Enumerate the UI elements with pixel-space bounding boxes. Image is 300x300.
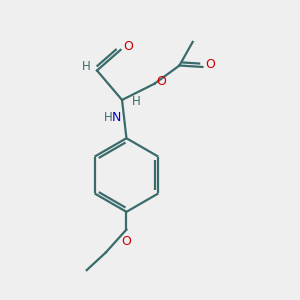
- Text: O: O: [122, 235, 131, 248]
- Text: H: H: [82, 61, 91, 74]
- Text: O: O: [156, 75, 166, 88]
- Text: O: O: [123, 40, 133, 53]
- Text: H: H: [104, 111, 112, 124]
- Text: H: H: [131, 95, 140, 108]
- Text: N: N: [111, 111, 121, 124]
- Text: O: O: [205, 58, 214, 71]
